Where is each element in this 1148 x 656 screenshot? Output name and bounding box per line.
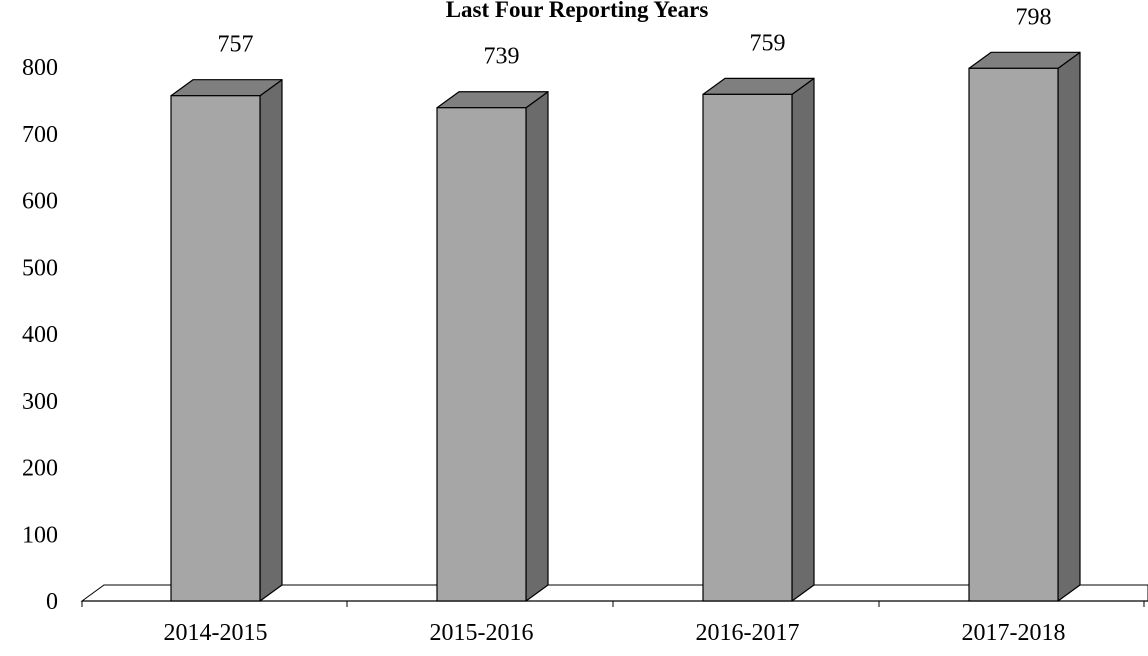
chart-title: Last Four Reporting Years bbox=[446, 0, 709, 22]
y-tick-label: 700 bbox=[22, 122, 58, 148]
x-tick-label: 2017-2018 bbox=[962, 620, 1066, 646]
data-label: 759 bbox=[750, 30, 786, 56]
bar bbox=[968, 51, 1081, 602]
bar-front-face bbox=[968, 67, 1059, 602]
bar-front-face bbox=[436, 107, 527, 602]
y-tick-label: 200 bbox=[22, 456, 58, 482]
bar-front-face bbox=[170, 95, 261, 602]
bar-side-face bbox=[1057, 51, 1081, 602]
y-tick-label: 400 bbox=[22, 322, 58, 348]
bar-side-face bbox=[525, 91, 549, 602]
x-tick-label: 2015-2016 bbox=[430, 620, 534, 646]
y-tick-label: 600 bbox=[22, 189, 58, 215]
data-label: 798 bbox=[1016, 4, 1052, 30]
y-tick-label: 500 bbox=[22, 255, 58, 281]
x-tick-label: 2014-2015 bbox=[164, 620, 268, 646]
y-tick-label: 100 bbox=[22, 522, 58, 548]
bar bbox=[702, 77, 815, 602]
y-tick-label: 300 bbox=[22, 389, 58, 415]
y-tick-label: 0 bbox=[46, 589, 58, 615]
bar-side-face bbox=[791, 77, 815, 602]
data-label: 757 bbox=[218, 32, 254, 58]
bar bbox=[170, 79, 283, 602]
y-tick-label: 800 bbox=[22, 55, 58, 81]
bar-side-face bbox=[259, 79, 283, 602]
x-tick-label: 2016-2017 bbox=[696, 620, 800, 646]
bar-front-face bbox=[702, 93, 793, 602]
data-label: 739 bbox=[484, 44, 520, 70]
bar bbox=[436, 91, 549, 602]
